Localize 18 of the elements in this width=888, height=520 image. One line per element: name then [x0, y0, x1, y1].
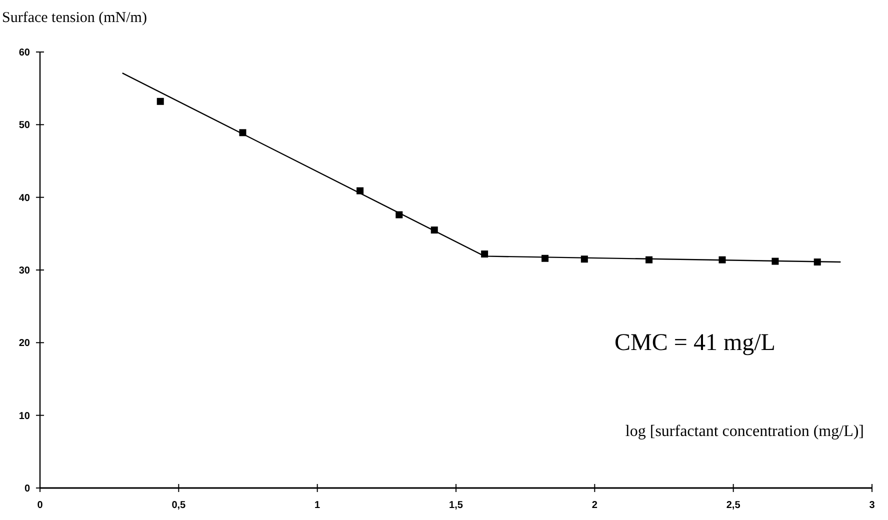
annotation: CMC = 41 mg/L: [614, 330, 776, 356]
y-tick-label: 0: [24, 484, 30, 494]
y-tick-label: 60: [18, 48, 30, 58]
y-tick-label: 10: [18, 410, 30, 422]
x-tick-label: 3: [869, 500, 876, 511]
x-axis-title: log [surfactant concentration (mg/L)]: [625, 423, 864, 440]
x-tick-label: 2,5: [726, 500, 741, 511]
x-tick-label: 1,5: [449, 500, 464, 511]
x-tick-label: 2: [592, 500, 598, 511]
x-tick-label: 1: [314, 500, 321, 511]
x-tick-label: 0,5: [172, 500, 186, 511]
y-axis-title: Surface tension (mN/m): [2, 10, 147, 26]
y-tick-label: 40: [18, 192, 30, 204]
y-tick-label: 20: [18, 338, 30, 350]
point: [156, 98, 164, 105]
y-tick-label: 50: [18, 120, 30, 132]
x-tick-label: 0: [37, 500, 44, 511]
y-tick-label: 30: [18, 266, 30, 276]
